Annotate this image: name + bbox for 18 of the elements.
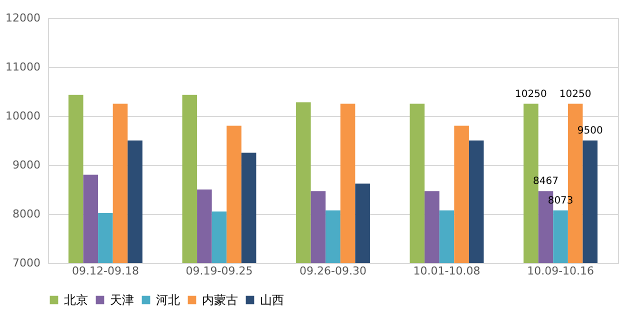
- legend-label: 天津: [110, 293, 134, 307]
- x-tick-label: 09.12-09.18: [72, 264, 139, 278]
- y-tick-label: 12000: [6, 12, 40, 24]
- legend-label: 河北: [156, 293, 180, 307]
- y-tick-label: 9000: [12, 158, 40, 172]
- data-label: 10250: [559, 88, 592, 100]
- x-tick-label: 10.01-10.08: [413, 264, 480, 278]
- legend-label: 北京: [64, 293, 88, 307]
- x-tick-label: 09.26-09.30: [300, 264, 366, 278]
- legend-label: 山西: [260, 293, 284, 307]
- x-tick-label: 09.19-09.25: [186, 264, 253, 278]
- x-tick-label: 10.09-10.16: [527, 264, 594, 278]
- y-tick-label: 11000: [6, 60, 40, 74]
- legend-label: 内蒙古: [202, 293, 238, 307]
- data-label: 10250: [515, 88, 547, 100]
- y-tick-label: 7000: [12, 256, 40, 270]
- y-tick-label: 10000: [6, 110, 40, 122]
- y-tick-label: 8000: [12, 208, 40, 220]
